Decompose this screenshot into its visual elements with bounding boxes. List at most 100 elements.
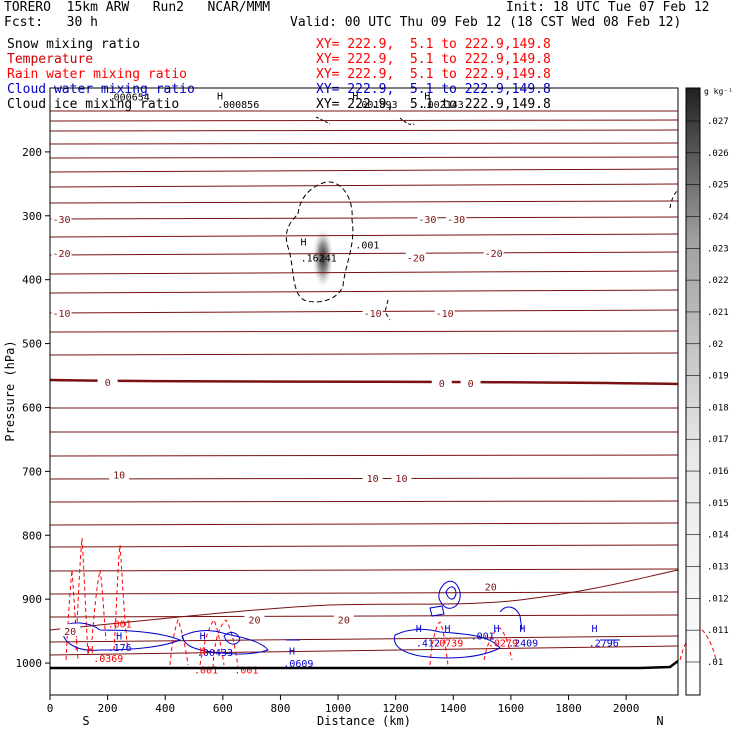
temperature-contour-line bbox=[49, 233, 679, 238]
temperature-label-background bbox=[417, 211, 438, 224]
rain-water-contour bbox=[113, 544, 129, 651]
rain-water-contour bbox=[91, 569, 107, 641]
value-label: .16241 bbox=[301, 253, 337, 264]
temperature-label: 10 bbox=[367, 474, 379, 485]
temperature-label: -20 bbox=[485, 249, 503, 260]
temperature-contour-line bbox=[49, 200, 679, 204]
temperature-contours bbox=[49, 110, 679, 656]
value-label: .001 bbox=[234, 665, 258, 676]
rain-water-contour bbox=[75, 537, 89, 656]
value-label: .001893 bbox=[355, 100, 397, 111]
snow-contour-top-2 bbox=[399, 117, 415, 125]
temperature-label: -20 bbox=[407, 253, 425, 264]
rain-water-contour bbox=[169, 618, 189, 666]
temperature-contour-line bbox=[49, 183, 679, 188]
temperature-contour-line bbox=[49, 129, 679, 132]
y-tick-label: 900 bbox=[22, 593, 42, 606]
temperature-label-background bbox=[51, 305, 72, 318]
max-marker-h: H bbox=[493, 624, 499, 635]
colorbar-tick-label: .018 bbox=[707, 403, 729, 413]
temperature-contour-line bbox=[49, 251, 679, 256]
cloud-water-contour bbox=[181, 630, 269, 655]
temperature-label-background bbox=[434, 305, 455, 318]
cloud-ice-contour-small bbox=[384, 299, 391, 321]
temperature-label-background bbox=[391, 470, 412, 483]
value-label: .001 bbox=[471, 632, 495, 643]
field-label-temperature: Temperature bbox=[7, 52, 94, 67]
cloud-water-contour bbox=[445, 586, 457, 600]
cloud-water-contour bbox=[393, 628, 501, 659]
y-tick-label: 800 bbox=[22, 529, 42, 542]
value-label: .001 bbox=[108, 619, 132, 630]
temperature-label-background bbox=[480, 579, 501, 592]
temperature-contour-line bbox=[49, 635, 679, 643]
max-marker-h: H bbox=[289, 646, 295, 657]
temperature-label-background bbox=[446, 211, 467, 224]
temperature-label: 10 bbox=[113, 471, 125, 482]
colorbar-tick-label: .01 bbox=[707, 658, 723, 668]
colorbar-tick-label: .012 bbox=[707, 594, 729, 604]
value-label: .000654 bbox=[108, 92, 150, 103]
temperature-label-background bbox=[405, 250, 426, 263]
colorbar-unit: g kg⁻¹ bbox=[704, 87, 733, 96]
snow-contour-top bbox=[315, 116, 331, 125]
value-label: .0609 bbox=[283, 659, 313, 670]
temperature-label-background bbox=[244, 612, 265, 625]
x-tick-label: 800 bbox=[271, 702, 291, 715]
max-marker-h: H bbox=[217, 92, 223, 103]
temperature-label-background bbox=[333, 612, 354, 625]
temperature-contour-line bbox=[49, 614, 679, 618]
colorbar-tick-label: .011 bbox=[707, 626, 729, 636]
temperature-label-background bbox=[483, 245, 504, 258]
x-axis: 0 200 400 600 800 1000 1200 1400 1600 1800 2000 bbox=[47, 695, 640, 715]
max-marker-h: H bbox=[591, 624, 597, 635]
colorbar-tick-label: .022 bbox=[707, 276, 729, 286]
temperature-label: 0 bbox=[105, 378, 111, 389]
value-label: .2409 bbox=[508, 639, 538, 650]
colorbar-tick-label: .025 bbox=[707, 181, 729, 191]
value-label: .000856 bbox=[217, 100, 259, 111]
x-tick-label: 200 bbox=[98, 702, 118, 715]
colorbar-tick-label: .015 bbox=[707, 499, 729, 509]
x-tick-label: 2000 bbox=[613, 702, 640, 715]
temperature-label-background bbox=[51, 211, 72, 224]
field-label-rain: Rain water mixing ratio bbox=[7, 67, 188, 82]
colorbar-tick-label: .021 bbox=[707, 308, 729, 318]
value-label: .001 bbox=[194, 665, 218, 676]
colorbar bbox=[685, 87, 701, 696]
value-label: .0369 bbox=[93, 654, 123, 665]
colorbar-tick-label: .014 bbox=[707, 531, 729, 541]
x-tick-label: 1200 bbox=[382, 702, 409, 715]
temperature-label-background bbox=[362, 470, 383, 483]
colorbar-tick-label: .013 bbox=[707, 563, 729, 573]
temperature-label: -10 bbox=[364, 309, 382, 320]
max-marker-h: H bbox=[352, 92, 358, 103]
temperature-label-background bbox=[431, 376, 452, 389]
field-label-cloud-ice: Cloud ice mixing ratio bbox=[7, 97, 180, 112]
temperature-label: 20 bbox=[485, 582, 497, 593]
cloud-water-contour bbox=[429, 605, 445, 617]
temperature-label: 0 bbox=[439, 379, 445, 390]
x-tick-label: 1600 bbox=[498, 702, 525, 715]
temperature-contour-line bbox=[49, 168, 679, 173]
colorbar-tick-label: .026 bbox=[707, 149, 729, 159]
y-tick-label: 200 bbox=[22, 146, 42, 159]
temperature-contour-line bbox=[49, 270, 679, 275]
value-label: .176 bbox=[108, 643, 132, 654]
temperature-label: 20 bbox=[64, 627, 76, 638]
temperature-label-background bbox=[109, 467, 130, 480]
temperature-contour-line bbox=[49, 216, 679, 220]
temperature-label: 0 bbox=[468, 379, 474, 390]
y-tick-label: 1000 bbox=[16, 657, 43, 670]
colorbar-tick-label: .016 bbox=[707, 467, 729, 477]
temperature-contour-20 bbox=[49, 569, 679, 631]
cloud-water-contour bbox=[223, 632, 241, 645]
temperature-contour-line bbox=[49, 544, 679, 548]
max-marker-h: H bbox=[416, 624, 422, 635]
temperature-label-background bbox=[97, 374, 118, 387]
temperature-contour-line bbox=[49, 454, 679, 457]
x-tick-label: 400 bbox=[155, 702, 175, 715]
valid-time: Valid: 00 UTC Thu 09 Feb 12 (18 CST Wed … bbox=[290, 15, 682, 30]
x-tick-label: 1800 bbox=[555, 702, 582, 715]
contour-labels: -30 -30 -30 -20 -20 -20 -10 -10 -10 0 0 0 10 10 10 20 20… bbox=[51, 92, 619, 676]
